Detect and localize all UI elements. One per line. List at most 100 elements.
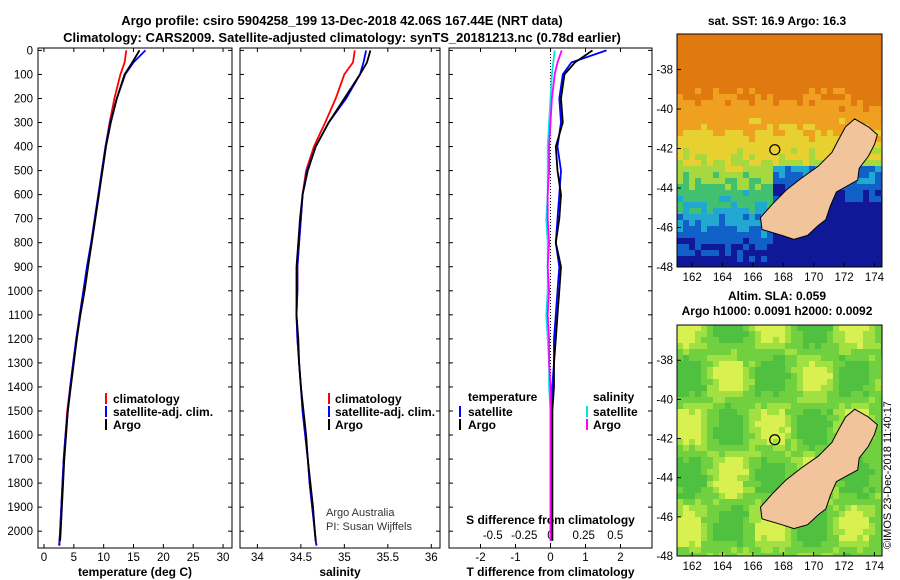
- map-cell: [695, 397, 701, 403]
- map-cell: [857, 481, 863, 487]
- map-cell: [725, 64, 731, 70]
- map-cell: [767, 70, 773, 76]
- map-cell: [713, 160, 719, 166]
- map-cell: [773, 361, 779, 367]
- map-cell: [725, 148, 731, 154]
- map-cell: [761, 58, 767, 64]
- map-cell: [767, 124, 773, 130]
- map-cell: [815, 82, 821, 88]
- map-cell: [803, 379, 809, 385]
- map-cell: [701, 469, 707, 475]
- map-cell: [737, 226, 743, 232]
- map-cell: [713, 58, 719, 64]
- map-cell: [713, 553, 719, 556]
- map-cell: [743, 361, 749, 367]
- map-cell: [875, 190, 881, 196]
- map-cell: [749, 475, 755, 481]
- map-cell: [677, 409, 683, 415]
- map-cell: [737, 529, 743, 535]
- map-cell: [683, 190, 689, 196]
- x-tick-label: 34: [251, 552, 264, 564]
- map-cell: [743, 58, 749, 64]
- difference-legend: temperature satellite Argo salinity sate…: [459, 390, 638, 432]
- map-cell: [791, 379, 797, 385]
- map-cell: [731, 487, 737, 493]
- map-cell: [863, 475, 869, 481]
- x-tick-label: 170: [804, 561, 823, 573]
- map-cell: [731, 124, 737, 130]
- map-cell: [869, 517, 875, 523]
- map-cell: [677, 349, 683, 355]
- map-cell: [845, 523, 851, 529]
- map-cell: [695, 373, 701, 379]
- map-cell: [743, 106, 749, 112]
- x-tick-label: 0: [547, 552, 553, 564]
- x-axis-label: T difference from climatology: [466, 565, 634, 579]
- map-cell: [779, 379, 785, 385]
- map-cell: [821, 52, 827, 58]
- map-cell: [779, 325, 785, 331]
- map-cell: [749, 403, 755, 409]
- map-cell: [815, 535, 821, 541]
- map-cell: [755, 457, 761, 463]
- map-cell: [821, 70, 827, 76]
- map-cell: [779, 58, 785, 64]
- map-cell: [743, 160, 749, 166]
- map-cell: [821, 427, 827, 433]
- map-cell: [773, 451, 779, 457]
- map-cell: [689, 34, 695, 40]
- map-cell: [833, 250, 839, 256]
- map-cell: [713, 82, 719, 88]
- map-cell: [833, 64, 839, 70]
- map-cell: [719, 190, 725, 196]
- map-cell: [833, 487, 839, 493]
- map-cell: [713, 142, 719, 148]
- map-cell: [809, 82, 815, 88]
- map-cell: [815, 262, 821, 267]
- map-cell: [695, 535, 701, 541]
- map-cell: [749, 337, 755, 343]
- map-cell: [803, 118, 809, 124]
- map-cell: [845, 202, 851, 208]
- map-cell: [743, 451, 749, 457]
- map-cell: [821, 403, 827, 409]
- map-cell: [839, 415, 845, 421]
- map-cell: [701, 397, 707, 403]
- map-cell: [713, 379, 719, 385]
- map-cell: [809, 349, 815, 355]
- map-cell: [725, 172, 731, 178]
- map-cell: [833, 34, 839, 40]
- map-cell: [797, 385, 803, 391]
- map-cell: [803, 361, 809, 367]
- map-cell: [749, 178, 755, 184]
- map-cell: [695, 58, 701, 64]
- map-cell: [701, 337, 707, 343]
- map-cell: [719, 499, 725, 505]
- map-cell: [827, 82, 833, 88]
- map-cell: [785, 82, 791, 88]
- map-cell: [845, 112, 851, 118]
- map-cell: [677, 196, 683, 202]
- map-cell: [845, 256, 851, 262]
- map-cell: [791, 142, 797, 148]
- map-cell: [731, 58, 737, 64]
- map-cell: [791, 94, 797, 100]
- map-cell: [845, 196, 851, 202]
- map-cell: [743, 40, 749, 46]
- map-cell: [839, 535, 845, 541]
- map-cell: [803, 385, 809, 391]
- map-cell: [737, 106, 743, 112]
- map-cell: [755, 40, 761, 46]
- map-cell: [677, 130, 683, 136]
- map-cell: [869, 355, 875, 361]
- map-cell: [761, 481, 767, 487]
- map-cell: [809, 100, 815, 106]
- map-cell: [749, 379, 755, 385]
- map-cell: [689, 64, 695, 70]
- map-cell: [797, 325, 803, 331]
- map-cell: [689, 433, 695, 439]
- map-cell: [719, 469, 725, 475]
- map-cell: [725, 196, 731, 202]
- map-cell: [851, 331, 857, 337]
- map-cell: [821, 553, 827, 556]
